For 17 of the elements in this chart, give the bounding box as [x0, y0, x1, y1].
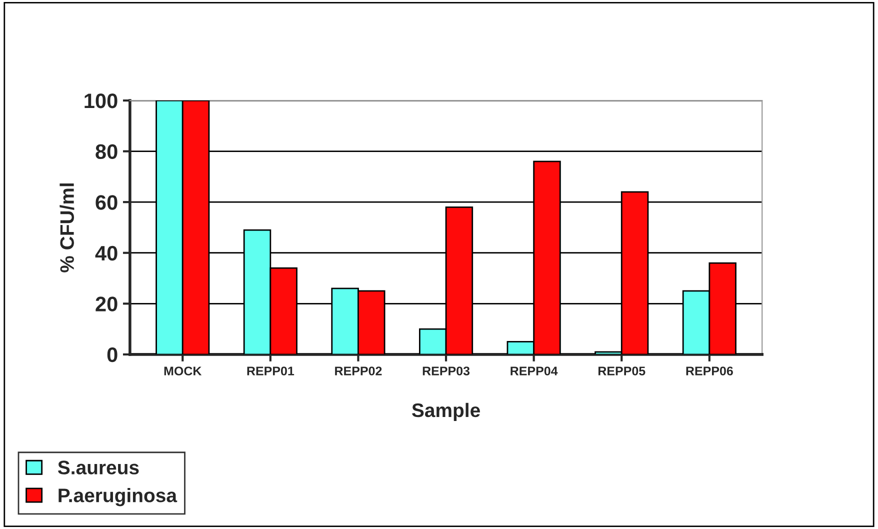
y-tick-label: 0 — [107, 347, 118, 362]
y-axis-title: % CFU/ml — [60, 183, 74, 272]
x-tick-label: REPP04 — [510, 366, 558, 376]
y-tick-label: 20 — [96, 296, 118, 312]
y-tick-label: 60 — [96, 195, 118, 210]
x-tick-label: MOCK — [164, 366, 202, 376]
y-tick-label: 40 — [95, 246, 118, 261]
x-tick-label: REPP06 — [686, 366, 733, 376]
x-tick-label: REPP02 — [335, 366, 382, 376]
x-tick-label: REPP03 — [422, 366, 470, 376]
legend-label: S.aureus — [58, 460, 139, 474]
legend-label: P.aeruginosa — [58, 488, 178, 506]
x-axis-title: Sample — [412, 402, 480, 422]
y-tick-label: 80 — [96, 144, 118, 160]
x-tick-label: REPP01 — [247, 366, 294, 376]
x-tick-label: REPP05 — [598, 366, 646, 376]
y-tick-label: 100 — [84, 94, 118, 108]
